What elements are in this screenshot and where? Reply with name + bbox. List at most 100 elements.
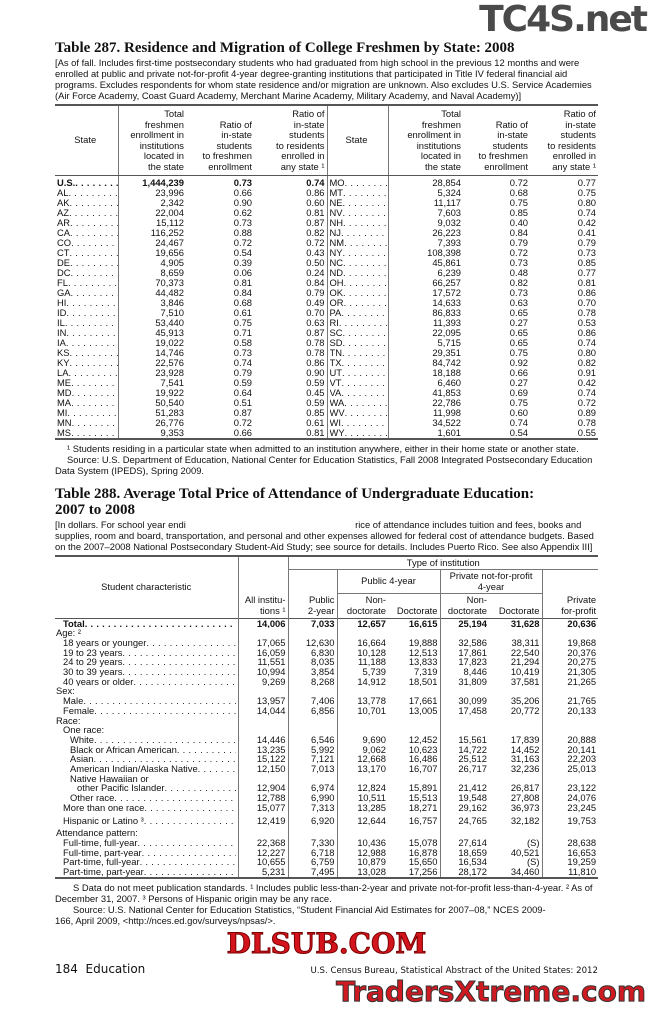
state-cell-leader: MO [330, 178, 388, 188]
table-row: Full-time, part-year12,2276,71812,98816,… [55, 847, 598, 858]
state-cell-leader: VA [330, 388, 388, 398]
header-public-non-doctorate: Non- doctorate [346, 594, 386, 616]
price-cell [288, 725, 338, 735]
ratio-residents-cell: 0.43 [254, 247, 328, 258]
table-287-source: Source: U.S. Department of Education, Na… [55, 453, 593, 476]
state-cell-leader: MD [57, 388, 117, 398]
price-cell: 5,231 [238, 867, 289, 878]
price-cell: 6,546 [288, 734, 338, 745]
state-cell-label: GA [57, 287, 71, 298]
dot-leader [342, 368, 387, 378]
table-287-headnote: [As of fall. Includes first-time postsec… [55, 57, 592, 101]
price-cell: 12,668 [357, 754, 386, 765]
ratio-residents-cell: 0.63 [254, 317, 328, 328]
state-cell-leader: ID [57, 308, 117, 318]
page-footer: 184 Education U.S. Census Bureau, Statis… [55, 962, 598, 976]
price-cell: 10,701 [357, 705, 386, 716]
price-cell: 14,044 [238, 705, 289, 716]
characteristic-cell: White [55, 734, 239, 745]
watermark-logo-middle: DLSUB.COM [226, 926, 427, 960]
dot-leader [93, 754, 235, 764]
ratio-freshmen-cell: 0.65 [509, 307, 528, 318]
state-cell-leader: MN [57, 418, 117, 428]
price-cell [388, 773, 441, 784]
dot-leader [72, 418, 117, 428]
price-cell: 20,772 [489, 705, 543, 716]
ratio-freshmen-cell: 0.88 [233, 227, 252, 238]
price-cell [440, 686, 489, 696]
ratio-residents-cell: 0.89 [577, 407, 596, 418]
ratio-residents-cell: 0.81 [254, 427, 328, 439]
state-cell: PA [327, 307, 389, 318]
dot-leader [71, 238, 117, 248]
characteristic-group-label: Native Hawaiian or [55, 773, 239, 784]
ratio-residents-cell: 0.73 [577, 247, 596, 258]
dot-leader [68, 188, 117, 198]
header-private-for-profit: Private for-profit [561, 594, 597, 616]
state-cell: MA [55, 397, 119, 408]
state-cell: OR [327, 297, 389, 308]
ratio-freshmen-cell: 0.64 [233, 387, 252, 398]
total-freshmen-cell: 6,460 [437, 377, 461, 388]
price-cell: 36,973 [489, 802, 543, 813]
dot-leader [68, 278, 117, 288]
price-cell: 10,994 [238, 667, 289, 677]
ratio-freshmen-cell: 0.75 [509, 397, 528, 408]
state-cell-leader: NH [330, 218, 388, 228]
price-cell [238, 825, 289, 838]
total-freshmen-cell: 19,656 [155, 247, 184, 258]
price-cell: 23,245 [567, 802, 597, 813]
ratio-freshmen-cell: 0.69 [509, 387, 528, 398]
total-freshmen-cell: 7,393 [437, 237, 461, 248]
price-cell: 20,888 [567, 734, 597, 745]
ratio-freshmen-cell: 0.85 [509, 207, 528, 218]
state-cell-leader: MT [330, 188, 388, 198]
dot-leader [114, 793, 235, 803]
characteristic-cell-leader: Black or African American [70, 745, 236, 755]
price-cell [388, 725, 441, 735]
state-cell-leader: NC [330, 258, 388, 268]
state-cell-label: HI [57, 297, 67, 308]
state-cell: FL [55, 277, 119, 288]
price-cell: 17,861 [458, 647, 487, 658]
ratio-residents-cell: 0.86 [254, 357, 328, 368]
price-cell: 8,035 [288, 657, 338, 668]
characteristic-cell-label: Total [63, 618, 85, 629]
ratio-residents-cell: 0.77 [577, 267, 596, 278]
state-cell-label: IA [57, 337, 66, 348]
state-cell: VT [327, 377, 389, 388]
price-cell: 13,235 [238, 744, 289, 755]
characteristic-cell-leader: American Indian/Alaska Native [70, 764, 236, 774]
ratio-residents-cell: 0.81 [254, 207, 328, 218]
price-cell: 15,561 [458, 734, 487, 745]
price-cell: 31,809 [458, 676, 487, 687]
ratio-residents-cell: 0.85 [577, 257, 596, 268]
state-cell-label: WA [329, 397, 345, 408]
dot-leader [341, 228, 387, 238]
characteristic-cell: Other race [55, 793, 239, 803]
dot-leader [144, 816, 236, 826]
price-cell: 16,486 [388, 754, 441, 765]
price-cell: 3,854 [288, 667, 338, 677]
state-cell: MO [327, 175, 389, 188]
price-cell: (S) [489, 857, 543, 868]
price-cell: 40,521 [489, 847, 543, 858]
total-freshmen-cell: 14,746 [155, 347, 184, 358]
dot-leader [122, 667, 235, 677]
table-288-headnote: [In dollars. For school year endi rice o… [55, 518, 597, 552]
state-cell-label: AZ [57, 207, 69, 218]
state-cell-label: RI [329, 317, 339, 328]
table-287-title: Table 287. Residence and Migration of Co… [55, 40, 515, 56]
dot-leader [343, 268, 387, 278]
header-ratio-in-state-to-freshmen: Ratio of in-state students to freshmen e… [463, 105, 530, 176]
table-row: One race: [55, 725, 598, 735]
table-288-source: Source: U.S. National Center for Educati… [55, 903, 546, 926]
price-cell: 9,062 [362, 744, 386, 755]
state-cell: AZ [55, 207, 119, 218]
dot-leader [71, 428, 117, 438]
dot-leader [66, 298, 117, 308]
ratio-freshmen-cell: 0.68 [509, 187, 528, 198]
characteristic-cell: 19 to 23 years [55, 647, 239, 658]
